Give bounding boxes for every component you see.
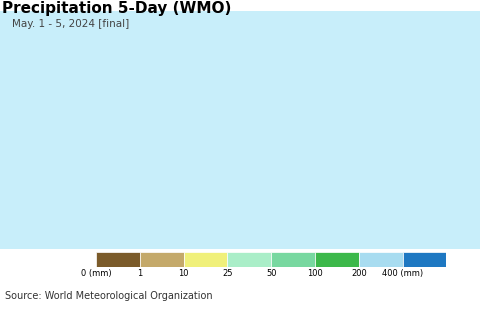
Text: May. 1 - 5, 2024 [final]: May. 1 - 5, 2024 [final] bbox=[12, 19, 129, 28]
Text: 0 (mm): 0 (mm) bbox=[81, 269, 111, 278]
Text: 200: 200 bbox=[351, 269, 367, 278]
Bar bbox=[359, 252, 403, 267]
Bar bbox=[140, 252, 184, 267]
Text: 10: 10 bbox=[179, 269, 189, 278]
Text: 1: 1 bbox=[137, 269, 143, 278]
Bar bbox=[228, 252, 271, 267]
Bar bbox=[183, 252, 228, 267]
Bar bbox=[96, 252, 140, 267]
Bar bbox=[315, 252, 359, 267]
Text: Source: World Meteorological Organization: Source: World Meteorological Organizatio… bbox=[5, 291, 213, 301]
Text: 400 (mm): 400 (mm) bbox=[382, 269, 423, 278]
Bar bbox=[271, 252, 315, 267]
Text: 100: 100 bbox=[307, 269, 323, 278]
Bar bbox=[403, 252, 446, 267]
Text: 25: 25 bbox=[222, 269, 233, 278]
Text: 50: 50 bbox=[266, 269, 276, 278]
Text: Precipitation 5-Day (WMO): Precipitation 5-Day (WMO) bbox=[2, 1, 232, 16]
